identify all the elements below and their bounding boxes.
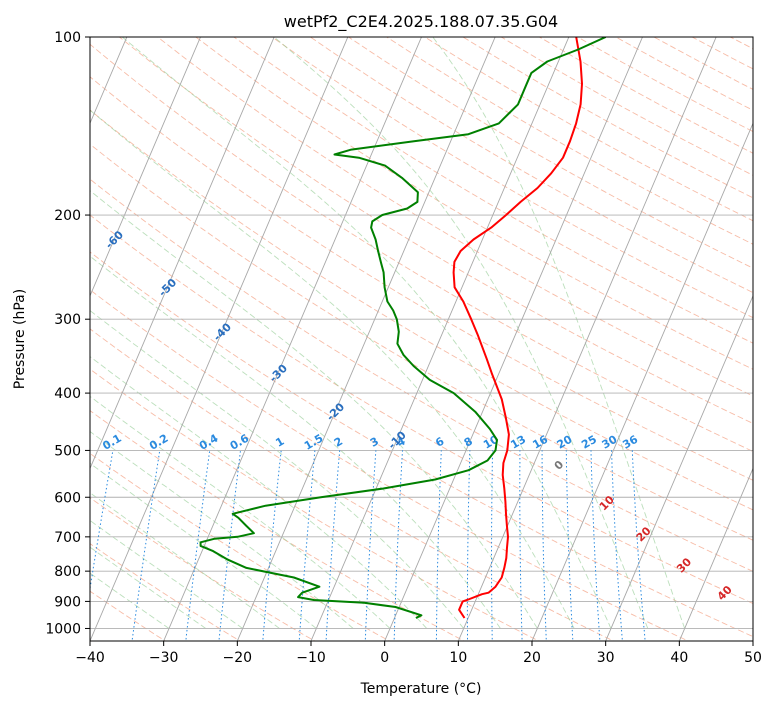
y-tick-label: 600 bbox=[54, 490, 81, 506]
mixing-ratio-line bbox=[466, 450, 471, 641]
moist-adiabat bbox=[273, 37, 649, 629]
x-tick-label: −10 bbox=[296, 650, 326, 666]
x-tick-label: 50 bbox=[744, 650, 762, 666]
x-axis-title: Temperature (°C) bbox=[360, 681, 482, 697]
dewpoint-profile-line bbox=[199, 37, 607, 619]
isotherm bbox=[163, 37, 422, 641]
x-tick-label: 10 bbox=[449, 650, 467, 666]
moist-adiabat bbox=[90, 572, 170, 629]
isotherm bbox=[90, 37, 349, 641]
dry-adiabat bbox=[157, 37, 753, 397]
moist-adiabat bbox=[90, 190, 538, 629]
x-tick-label: 0 bbox=[380, 650, 389, 666]
dry-adiabat bbox=[90, 43, 753, 452]
mixing-ratio-line bbox=[590, 450, 601, 641]
y-tick-label: 100 bbox=[54, 30, 81, 46]
isotherm bbox=[90, 37, 201, 298]
dry-adiabat bbox=[90, 178, 753, 572]
y-tick-label: 500 bbox=[54, 443, 81, 459]
mixing-ratio-line bbox=[519, 450, 523, 641]
dry-adiabat bbox=[90, 289, 690, 641]
mixing-ratio-line bbox=[541, 450, 547, 641]
moist-adiabat bbox=[90, 462, 317, 629]
background-lines bbox=[90, 37, 753, 641]
dry-adiabat bbox=[90, 410, 466, 641]
y-axis: 1000 900 800 700 600 500 400 300 200 100 bbox=[45, 30, 90, 637]
x-tick-label: 40 bbox=[670, 650, 688, 666]
mixing-ratio-line bbox=[364, 450, 377, 641]
y-tick-label: 200 bbox=[54, 208, 81, 224]
isotherm bbox=[678, 467, 753, 641]
temperature-profile-line bbox=[452, 37, 583, 619]
mixing-ratio-line bbox=[435, 450, 442, 641]
moist-adiabat bbox=[122, 37, 612, 629]
y-tick-label: 700 bbox=[54, 530, 81, 546]
isotherm bbox=[90, 37, 275, 470]
mixing-ratio-line bbox=[611, 450, 623, 641]
y-tick-label: 900 bbox=[54, 594, 81, 610]
dry-adiabat bbox=[90, 109, 753, 511]
moist-adiabat bbox=[90, 255, 501, 629]
dry-adiabat bbox=[233, 37, 753, 344]
mixing-ratio-line bbox=[393, 450, 403, 641]
moist-adiabat bbox=[90, 431, 354, 629]
moist-adiabat bbox=[90, 356, 428, 629]
mixing-ratio-line bbox=[565, 450, 574, 641]
y-tick-label: 800 bbox=[54, 564, 81, 580]
isotherm bbox=[236, 37, 496, 641]
dry-adiabat bbox=[310, 37, 753, 294]
x-tick-label: 20 bbox=[523, 650, 541, 666]
dry-adiabat bbox=[90, 143, 753, 541]
isotherm bbox=[605, 294, 753, 641]
x-tick-label: −20 bbox=[223, 650, 253, 666]
chart-title: wetPf2_C2E4.2025.188.07.35.G04 bbox=[284, 12, 558, 32]
y-axis-title: Pressure (hPa) bbox=[12, 289, 28, 389]
isotherm bbox=[531, 122, 753, 641]
mixing-ratio-line bbox=[631, 450, 646, 641]
plot-frame bbox=[89, 36, 754, 642]
x-axis: −40 −30 −20 −10 0 10 20 30 40 50 bbox=[75, 641, 762, 666]
isotherm bbox=[310, 37, 570, 641]
profile-series bbox=[199, 37, 607, 619]
moist-adiabat bbox=[90, 395, 391, 629]
isotherm bbox=[90, 37, 128, 125]
x-tick-label: −30 bbox=[149, 650, 179, 666]
x-tick-label: −40 bbox=[75, 650, 105, 666]
isotherm bbox=[457, 37, 717, 641]
moist-adiabat bbox=[90, 109, 575, 629]
moist-adiabat bbox=[90, 519, 243, 629]
moist-adiabat bbox=[90, 546, 207, 629]
mixing-ratio-line bbox=[491, 450, 494, 641]
y-tick-label: 400 bbox=[54, 386, 81, 402]
x-tick-label: 30 bbox=[597, 650, 615, 666]
y-tick-label: 1000 bbox=[45, 621, 81, 637]
moist-adiabat bbox=[432, 37, 686, 629]
y-tick-label: 300 bbox=[54, 312, 81, 328]
isotherm bbox=[384, 37, 643, 641]
